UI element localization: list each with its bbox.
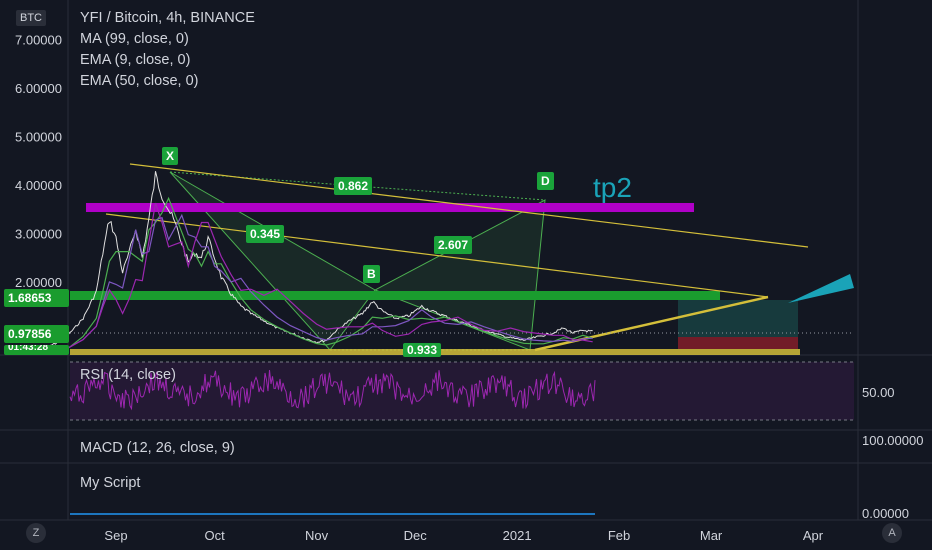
x-tick-label: Apr (803, 528, 824, 543)
pattern-point-d: D (537, 172, 554, 190)
ratio-label-ac: 0.933 (403, 343, 442, 357)
indicator-ma99[interactable]: MA (99, close, 0) (80, 31, 189, 47)
pattern-point-x: X (162, 147, 179, 165)
ratio-label-xb: 0.345 (246, 225, 285, 243)
stop-box (678, 337, 798, 349)
countdown-tag: 01:43:28 (4, 345, 69, 355)
y-axis-ticks: 7.00000 6.00000 5.00000 4.00000 3.00000 2.000… (15, 33, 62, 291)
macd-axis-label: 100.00000 (862, 433, 924, 448)
green-level-tag: 1.68653 (4, 289, 69, 307)
script-axis-label: 0.00000 (862, 506, 909, 521)
target-label: tp2 (593, 172, 632, 203)
rsi-line (69, 369, 596, 411)
pattern-triangle-bcd (373, 199, 546, 351)
x-tick-label: Feb (608, 528, 630, 543)
timezone-button[interactable]: Z (26, 523, 46, 543)
price-series (43, 171, 593, 353)
x-tick-label: Sep (104, 528, 127, 543)
x-tick-label: Nov (305, 528, 329, 543)
green-support-zone (70, 291, 720, 300)
chart-title: YFI / Bitcoin, 4h, BINANCE (80, 10, 255, 26)
y-tick-label: 7.00000 (15, 33, 62, 48)
y-tick-label: 3.00000 (15, 227, 62, 242)
y-tick-label: 5.00000 (15, 130, 62, 145)
projection-arrow (788, 274, 854, 303)
upper-trendline (129, 163, 809, 248)
macd-label[interactable]: MACD (12, 26, close, 9) (80, 440, 235, 456)
ratio-label-xd: 0.862 (334, 177, 373, 195)
x-tick-label: Mar (700, 528, 723, 543)
indicator-ema50[interactable]: EMA (50, close, 0) (80, 73, 199, 89)
auto-scale-button[interactable]: A (882, 523, 902, 543)
rsi-label[interactable]: RSI (14, close) (80, 367, 176, 383)
pattern-point-b: B (363, 265, 380, 283)
y-tick-label: 2.00000 (15, 275, 62, 290)
script-label[interactable]: My Script (80, 475, 141, 491)
current-price-tag: 0.97856 (4, 325, 69, 343)
x-tick-label: 2021 (503, 528, 532, 543)
pattern-triangle-xab (169, 171, 376, 351)
indicator-ema9[interactable]: EMA (9, close, 0) (80, 52, 191, 68)
lower-trendline (105, 213, 769, 298)
x-tick-label: Oct (205, 528, 226, 543)
ratio-label-bd: 2.607 (434, 236, 473, 254)
y-tick-label: 4.00000 (15, 178, 62, 193)
x-axis-ticks: Sep Oct Nov Dec 2021 Feb Mar Apr (104, 528, 823, 543)
magenta-resistance-zone (86, 203, 694, 212)
y-tick-label: 6.00000 (15, 81, 62, 96)
rsi-axis-label: 50.00 (862, 385, 895, 400)
x-tick-label: Dec (404, 528, 428, 543)
currency-badge[interactable]: BTC (16, 10, 46, 26)
ma99-line (43, 202, 593, 353)
target-box (678, 300, 798, 337)
